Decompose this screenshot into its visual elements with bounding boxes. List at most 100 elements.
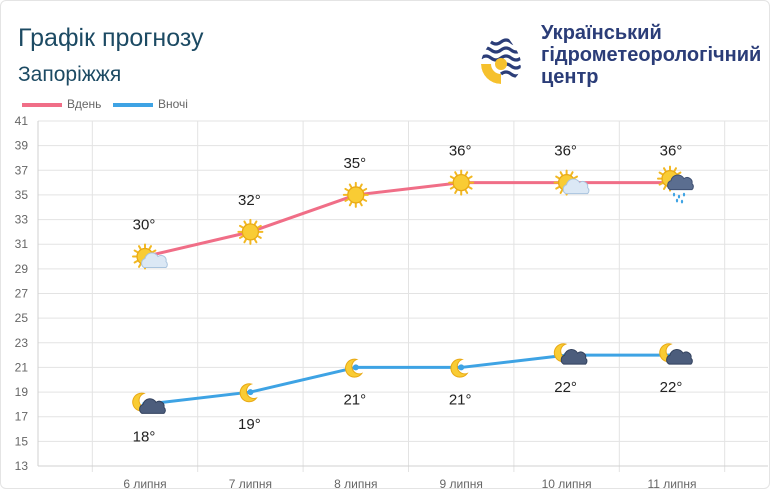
night-data-point [352, 364, 359, 371]
sun-ray [151, 249, 157, 254]
moon-cloud-icon [553, 343, 588, 365]
y-tick-label: 21 [15, 360, 29, 374]
city-name: Запоріжжя [18, 63, 122, 86]
sun-ray [658, 171, 664, 176]
sun-ray [676, 171, 682, 176]
sun-disc [452, 173, 470, 192]
sun-ray [257, 235, 262, 239]
moon-shape [450, 358, 469, 378]
cloud-shape [667, 174, 694, 191]
y-tick-label: 27 [15, 287, 29, 301]
moon-shape [345, 358, 364, 378]
sun-icon [342, 181, 369, 208]
y-tick-label: 25 [15, 311, 29, 325]
y-tick-label: 37 [15, 163, 29, 177]
sun-ray [663, 185, 667, 190]
day-temp-label: 32° [238, 192, 261, 209]
sun-cloud-icon [553, 169, 590, 196]
cloud-shape [666, 349, 693, 365]
org-line-2: гідрометеорологічний [541, 44, 762, 66]
night-data-point [247, 389, 254, 396]
sun-cloud-icon [132, 243, 168, 270]
night-data-point [458, 364, 465, 371]
cloud-shape [141, 252, 168, 269]
sun-ray [467, 186, 473, 190]
y-tick-label: 19 [15, 385, 29, 399]
x-tick-label: 9 липня [440, 477, 483, 489]
moon-cloud-icon [132, 392, 166, 414]
x-tick-label: 7 липня [229, 477, 272, 489]
rain-drop [675, 198, 679, 203]
day-temp-label: 30° [133, 217, 156, 234]
organization-name: Український гідрометеорологічний центр [541, 22, 761, 88]
moon-icon [450, 358, 469, 378]
day-temp-label: 36° [449, 143, 472, 160]
day-temp-label: 35° [343, 155, 366, 172]
sun-ray [239, 224, 244, 229]
sun-ray [239, 235, 244, 239]
org-line-3: центр [541, 66, 599, 88]
legend-swatch-night [113, 103, 153, 107]
sun-ray [133, 249, 139, 254]
sun-ray [133, 260, 139, 264]
sun-disc [241, 223, 260, 241]
y-tick-label: 13 [15, 459, 29, 473]
sun-ray [454, 171, 458, 176]
sun-ray [573, 175, 578, 180]
night-temp-label: 18° [133, 428, 156, 445]
rain-drop [682, 192, 686, 197]
legend-label-night: Вночі [158, 97, 188, 111]
sun-ray [243, 238, 247, 244]
y-tick-label: 33 [15, 213, 29, 227]
x-tick-label: 11 липня [647, 477, 696, 489]
y-tick-label: 29 [15, 262, 29, 276]
page-title: Графік прогнозу [18, 24, 204, 52]
sun-ray [362, 198, 368, 202]
cloud-shape [139, 398, 166, 414]
sun-ray [467, 175, 473, 180]
grid [37, 120, 768, 472]
rain-drop [677, 194, 681, 199]
day-temp-label: 36° [660, 143, 683, 160]
y-tick-label: 15 [15, 434, 29, 448]
sun-ray [559, 171, 564, 176]
sun-ray [344, 198, 350, 202]
sun-ray [464, 189, 469, 194]
sun-ray [362, 187, 368, 192]
night-temp-label: 19° [238, 416, 261, 433]
sun-ray [454, 189, 458, 194]
sun-ray [253, 238, 258, 244]
night-temp-label: 21° [449, 391, 472, 408]
moon-cloud-icon [659, 343, 693, 365]
sun-ray [464, 171, 469, 176]
sun-icon [448, 169, 475, 196]
legend-swatch-day [22, 103, 62, 107]
sun-ray [559, 189, 564, 194]
night-temp-label: 21° [343, 391, 366, 408]
sun-ray [243, 220, 247, 226]
x-tick-label: 10 липня [542, 477, 592, 489]
ukrhydromet-logo-icon [481, 24, 521, 84]
sun-disc [347, 186, 365, 204]
y-tick-label: 23 [15, 336, 29, 350]
y-tick-label: 31 [15, 237, 29, 251]
y-tick-label: 17 [15, 410, 29, 424]
day-temp-label: 36° [554, 143, 577, 160]
cloud-shape [560, 349, 588, 365]
night-temp-label: 22° [554, 379, 577, 396]
y-tick-label: 39 [15, 139, 29, 153]
sun-ray [253, 220, 258, 226]
sun-ray [658, 182, 664, 186]
night-temp-label: 22° [660, 379, 683, 396]
sun-ray [348, 201, 353, 207]
sun-ray [359, 201, 363, 207]
sun-ray [257, 224, 262, 229]
sun-ray [138, 263, 142, 268]
sun-ray [344, 187, 350, 192]
rain-drop [680, 199, 684, 204]
org-line-1: Український [541, 22, 662, 44]
rain-drop [672, 192, 676, 197]
sun-ray [449, 175, 455, 180]
sun-icon [237, 218, 264, 245]
